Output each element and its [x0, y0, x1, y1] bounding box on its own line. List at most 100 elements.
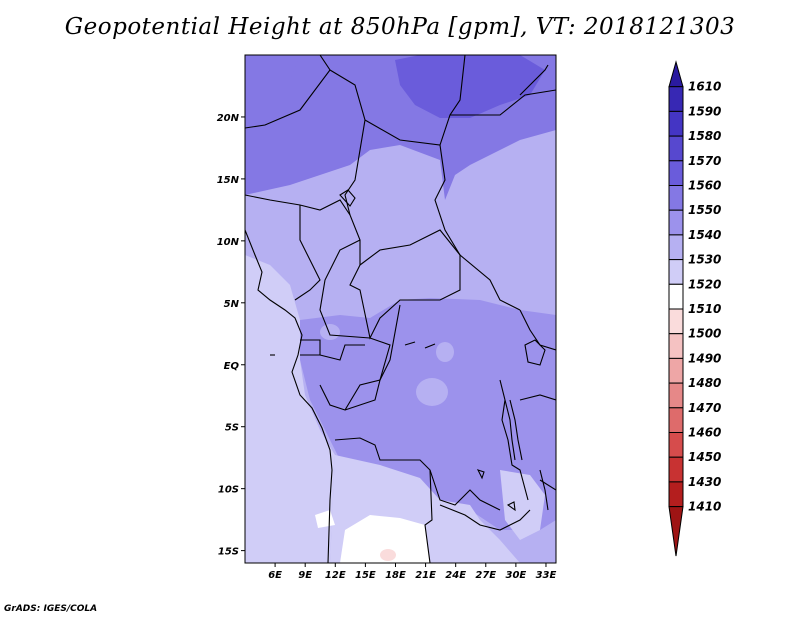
x-tick-label: 24E — [445, 570, 466, 581]
colorbar-label: 1450 — [688, 450, 721, 464]
field-patch-1 — [436, 342, 454, 362]
border-north-2 — [329, 69, 366, 265]
x-axis: 6E 9E 12E 15E 18E 21E 24E 27E 30E 33E — [268, 563, 557, 581]
colorbar-box — [668, 86, 684, 112]
colorbar-box — [668, 382, 684, 409]
field-region-west-coast — [245, 255, 335, 563]
lake-victoria — [524, 339, 546, 366]
field-region-congo-basin — [300, 298, 556, 530]
y-tick-label: 5S — [225, 423, 239, 434]
colorbar-box — [668, 209, 684, 236]
field-region-northwest-max — [245, 55, 300, 105]
border-angola-zambia — [424, 469, 433, 563]
x-tick-label: 12E — [325, 570, 346, 581]
chart-title: Geopotential Height at 850hPa [gpm], VT:… — [64, 14, 736, 40]
y-axis: 20N 15N 10N 5N EQ 5S 10S 15S — [217, 113, 245, 558]
field-region-southern-min — [340, 515, 430, 563]
field-patch-3 — [320, 324, 340, 340]
colorbar: 1610 1590 1580 1570 1560 1550 1540 1530 1520 1510… — [668, 60, 721, 557]
x-tick-label: 6E — [268, 570, 282, 581]
colorbar-box — [668, 283, 684, 310]
colorbar-box — [668, 481, 684, 508]
field-shading — [245, 55, 556, 563]
river-2 — [424, 343, 436, 349]
x-tick-label: 30E — [505, 570, 526, 581]
colorbar-label: 1580 — [688, 129, 721, 143]
y-tick-label: 15N — [217, 175, 240, 186]
colorbar-label: 1430 — [688, 475, 721, 489]
colorbar-box — [668, 308, 684, 335]
colorbar-label: 1490 — [688, 351, 721, 365]
border-gabon — [300, 339, 321, 356]
colorbar-label: 1530 — [688, 253, 721, 267]
border-north-3 — [364, 55, 466, 146]
colorbar-label: 1510 — [688, 302, 721, 316]
field-region-pink-spot — [380, 549, 396, 561]
field-region-south-east — [500, 470, 545, 540]
x-tick-label: 33E — [536, 570, 557, 581]
colorbar-box — [668, 234, 684, 261]
border-niger-nigeria — [245, 194, 351, 216]
colorbar-label: 1500 — [688, 327, 721, 341]
border-nigeria-east — [294, 205, 321, 301]
border-car — [349, 229, 461, 340]
field-region-northeast-max — [395, 55, 545, 118]
lake-malawi — [539, 469, 549, 511]
colorbar-label: 1550 — [688, 203, 721, 217]
x-tick-label: 18E — [385, 570, 406, 581]
colorbar-box — [668, 432, 684, 458]
y-tick-label: EQ — [224, 361, 240, 372]
border-congo — [319, 337, 391, 411]
y-tick-label: 5N — [224, 299, 240, 310]
borders — [245, 55, 556, 563]
credit-text: GrADS: IGES/COLA — [4, 604, 98, 614]
river-1 — [404, 341, 416, 346]
colorbar-top-arrow — [668, 60, 684, 88]
lake-mweru — [476, 469, 485, 480]
border-north-1 — [245, 55, 331, 129]
colorbar-box — [668, 160, 684, 187]
y-tick-label: 20N — [217, 113, 240, 124]
lake-chad — [339, 189, 356, 207]
colorbar-box — [668, 456, 684, 483]
border-cameroon — [319, 239, 371, 339]
red-sea-coast — [519, 64, 549, 96]
x-tick-label: 15E — [355, 570, 376, 581]
border-zambia-south — [439, 504, 531, 531]
lake-bangweulu — [506, 501, 516, 512]
x-tick-label: 21E — [415, 570, 436, 581]
colorbar-box — [668, 333, 684, 359]
colorbar-label: 1480 — [688, 376, 721, 390]
colorbar-label: 1410 — [688, 500, 721, 514]
y-tick-label: 10S — [218, 485, 239, 496]
colorbar-label: 1470 — [688, 401, 721, 415]
colorbar-box — [668, 110, 684, 137]
field-patch-2 — [416, 378, 448, 406]
colorbar-box — [668, 135, 684, 162]
colorbar-box — [668, 407, 684, 433]
border-gabon-2 — [319, 344, 365, 361]
colorbar-label: 1560 — [688, 179, 721, 193]
border-sudan — [434, 144, 521, 311]
y-tick-label: 10N — [217, 237, 240, 248]
lake-tanganyika — [504, 399, 516, 461]
colorbar-label: 1540 — [688, 228, 721, 242]
border-drc-west — [344, 304, 401, 411]
colorbar-label: 1570 — [688, 154, 721, 168]
colorbar-bottom-arrow — [668, 506, 684, 557]
x-tick-label: 9E — [298, 570, 312, 581]
colorbar-label: 1610 — [688, 80, 721, 94]
border-north-4 — [450, 89, 556, 116]
lake-tanganyika-2 — [509, 399, 523, 461]
border-east-2 — [519, 394, 556, 401]
coastline-west — [245, 229, 333, 563]
colorbar-label: 1460 — [688, 426, 721, 440]
colorbar-label: 1520 — [688, 277, 721, 291]
colorbar-box — [668, 185, 684, 211]
x-tick-label: 27E — [475, 570, 496, 581]
colorbar-box — [668, 259, 684, 285]
border-east-1 — [519, 309, 556, 351]
colorbar-box — [668, 357, 684, 384]
colorbar-label: 1590 — [688, 104, 721, 118]
